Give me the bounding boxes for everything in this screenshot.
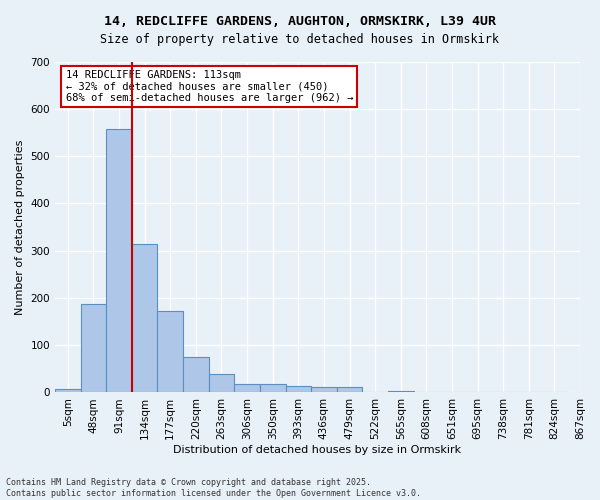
Bar [311,388,337,392]
Bar [260,384,286,392]
Bar [183,356,209,392]
Bar [80,304,106,392]
Text: Contains HM Land Registry data © Crown copyright and database right 2025.
Contai: Contains HM Land Registry data © Crown c… [6,478,421,498]
Text: 14, REDCLIFFE GARDENS, AUGHTON, ORMSKIRK, L39 4UR: 14, REDCLIFFE GARDENS, AUGHTON, ORMSKIRK… [104,15,496,28]
Bar [209,374,234,392]
Y-axis label: Number of detached properties: Number of detached properties [15,140,25,314]
X-axis label: Distribution of detached houses by size in Ormskirk: Distribution of detached houses by size … [173,445,461,455]
Text: 14 REDCLIFFE GARDENS: 113sqm
← 32% of detached houses are smaller (450)
68% of s: 14 REDCLIFFE GARDENS: 113sqm ← 32% of de… [65,70,353,103]
Bar [106,129,132,392]
Bar [132,244,157,392]
Bar [157,310,183,392]
Text: Size of property relative to detached houses in Ormskirk: Size of property relative to detached ho… [101,34,499,46]
Bar [234,384,260,392]
Bar [388,390,413,392]
Bar [55,388,80,392]
Bar [286,386,311,392]
Bar [337,388,362,392]
